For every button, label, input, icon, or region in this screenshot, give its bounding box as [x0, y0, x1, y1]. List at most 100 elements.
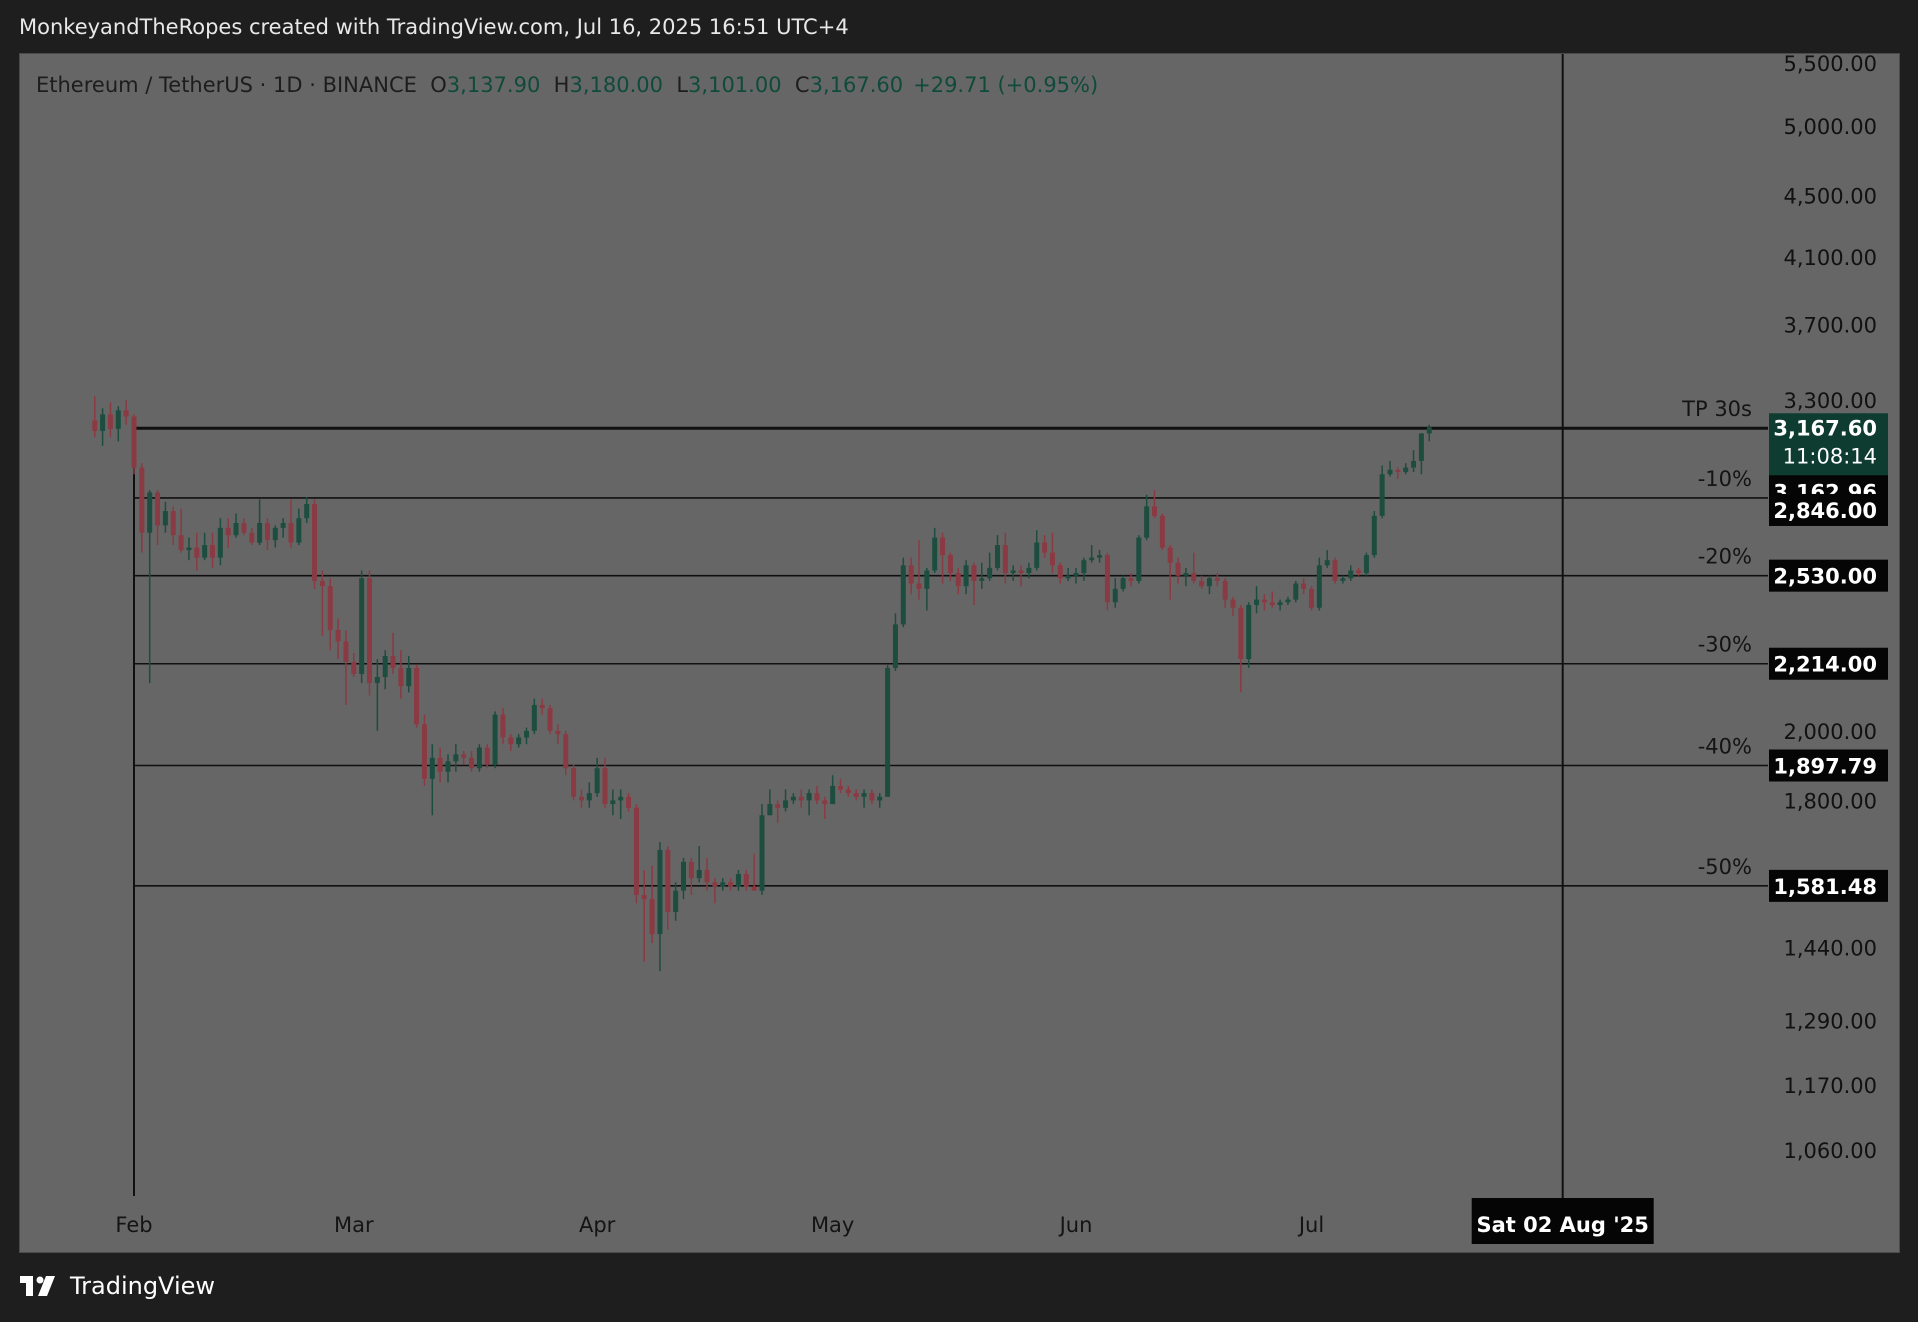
candle-body [1183, 573, 1189, 576]
level-value-text: 2,214.00 [1773, 653, 1877, 677]
candle-body [1136, 537, 1142, 581]
candle-body [1301, 583, 1307, 589]
candle-body [1261, 599, 1267, 603]
time-axis-tick: Apr [579, 1213, 616, 1237]
candle-body [1246, 605, 1252, 659]
candle-body [1206, 578, 1212, 587]
candle-body [162, 511, 168, 526]
candle-body [1010, 570, 1016, 574]
close-value: 3,167.60 [809, 73, 904, 97]
price-axis-tick: 1,800.00 [1783, 789, 1877, 813]
candle-body [1269, 602, 1275, 606]
candle-body [453, 754, 459, 762]
candle-body [1379, 474, 1385, 516]
price-axis-tick: 4,100.00 [1783, 246, 1877, 270]
candle-body [798, 796, 804, 801]
candle-body [751, 886, 757, 891]
candle-body [335, 630, 341, 642]
candle-body [445, 761, 451, 772]
price-axis-tick: 5,500.00 [1783, 52, 1877, 76]
time-axis-tick: Mar [334, 1213, 374, 1237]
footer-branding: TradingView [20, 1272, 215, 1300]
candle-body [539, 704, 545, 709]
candle-body [225, 527, 231, 536]
candle-body [1403, 467, 1409, 473]
candle-body [869, 793, 875, 801]
candle-body [217, 527, 223, 558]
price-axis-tick: 1,440.00 [1783, 937, 1877, 961]
candle-body [107, 414, 113, 429]
candle-body [131, 416, 137, 468]
candle-body [1309, 588, 1314, 608]
candle-body [531, 704, 537, 731]
candle-body [743, 874, 749, 887]
candle-body [304, 504, 310, 519]
candle-body [1073, 573, 1079, 576]
candle-body [1230, 599, 1236, 608]
candle-body [1104, 555, 1110, 603]
candle-body [1254, 599, 1260, 606]
candle-body [618, 796, 624, 801]
price-axis-tick: 2,000.00 [1783, 720, 1877, 744]
candle-body [610, 800, 616, 805]
candle-body [578, 796, 584, 801]
level-value-text: 2,846.00 [1773, 499, 1877, 523]
candle-body [1277, 602, 1283, 606]
last-price-value: 3,167.60 [1773, 416, 1877, 440]
candle-body [280, 523, 286, 528]
candle-body [367, 578, 372, 684]
candle-body [720, 882, 726, 887]
chart-header-title: MonkeyandTheRopes created with TradingVi… [19, 15, 849, 39]
candle-body [947, 555, 953, 574]
candle-body [900, 565, 906, 625]
candle-body [210, 545, 215, 558]
symbol-legend: Ethereum / TetherUS · 1D · BINANCE O3,13… [36, 73, 1098, 97]
candle-body [272, 527, 278, 541]
candle-body [885, 667, 891, 797]
high-value: 3,180.00 [569, 73, 663, 97]
level-value-text: 1,897.79 [1773, 754, 1877, 778]
candle-body [186, 547, 192, 551]
candle-body [1238, 607, 1244, 659]
last-price-countdown: 11:08:14 [1783, 444, 1877, 468]
candle-body [1065, 575, 1071, 579]
candle-body [1332, 560, 1338, 581]
candle-body [1191, 573, 1197, 581]
candle-body [1042, 542, 1048, 553]
candle-body [1324, 560, 1330, 566]
candle-body [406, 667, 412, 687]
level-value-tag [1769, 493, 1888, 526]
candle-body [665, 849, 671, 913]
high-label: H [553, 73, 570, 97]
candle-body [963, 565, 969, 587]
candle-body [649, 899, 655, 935]
candle-body [783, 800, 789, 808]
candle-body [1167, 547, 1173, 563]
candle-body [853, 793, 859, 797]
candle-body [524, 730, 529, 738]
candle-body [1034, 542, 1040, 568]
candle-body [602, 768, 608, 805]
candle-body [343, 641, 349, 662]
symbol-name[interactable]: Ethereum / TetherUS · 1D · BINANCE [36, 73, 417, 97]
candle-body [374, 676, 380, 684]
candle-body [359, 578, 365, 674]
candle-body [759, 815, 765, 891]
level-name-label: TP 30s [1681, 397, 1752, 421]
candle-body [139, 467, 145, 533]
candles [92, 396, 1432, 972]
chart-frame[interactable] [19, 53, 1900, 1253]
open-label: O [430, 73, 447, 97]
time-axis-tick: Feb [115, 1213, 152, 1237]
candle-body [1159, 515, 1165, 548]
candle-body [1316, 565, 1322, 608]
candle-body [916, 583, 922, 589]
candle-body [115, 410, 121, 429]
candle-body [1371, 515, 1377, 556]
candle-body [1152, 506, 1157, 516]
candle-body [421, 724, 427, 779]
candle-body [775, 804, 781, 808]
candle-body [657, 849, 663, 935]
crosshair-date-tag [1471, 1198, 1654, 1244]
